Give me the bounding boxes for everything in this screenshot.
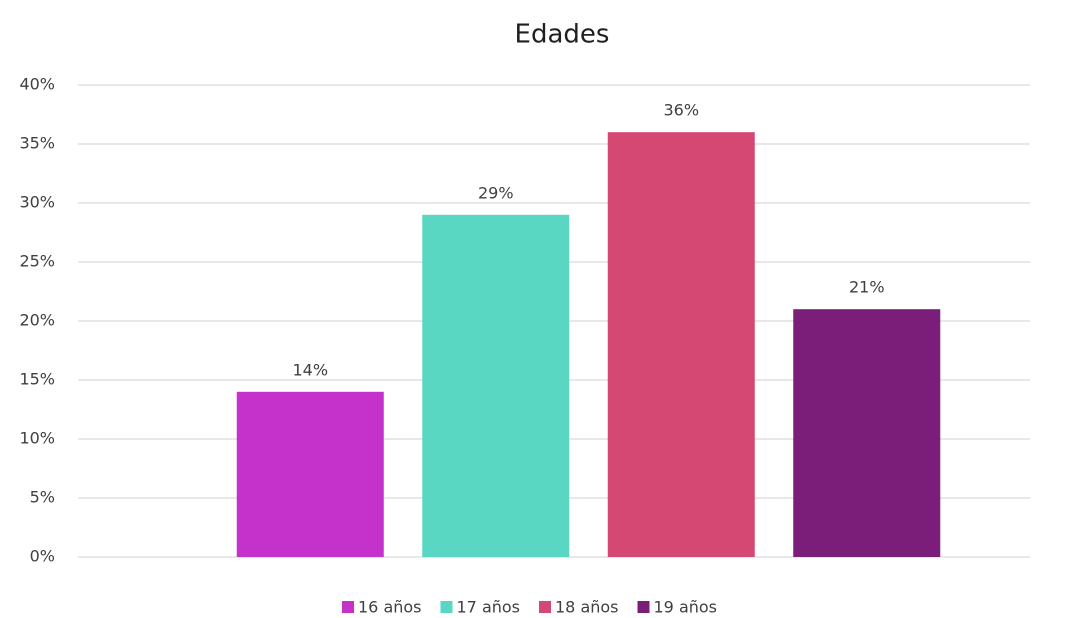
- y-tick-label: 5%: [30, 488, 55, 507]
- y-tick-label: 40%: [19, 75, 55, 94]
- y-tick-label: 30%: [19, 193, 55, 212]
- legend-swatch: [342, 601, 354, 613]
- bar: [607, 132, 755, 557]
- y-tick-label: 25%: [19, 252, 55, 271]
- legend-label: 17 años: [457, 598, 521, 617]
- y-tick-label: 0%: [30, 547, 55, 566]
- bar: [236, 391, 384, 557]
- bar: [422, 214, 570, 558]
- data-label: 36%: [663, 101, 699, 120]
- legend-label: 18 años: [555, 598, 619, 617]
- legend-swatch: [440, 601, 453, 613]
- y-tick-label: 35%: [19, 134, 55, 153]
- legend-swatch: [539, 601, 551, 613]
- bar: [793, 309, 941, 557]
- legend-label: 19 años: [654, 598, 718, 617]
- legend-label: 16 años: [358, 598, 422, 617]
- y-tick-label: 10%: [19, 429, 55, 448]
- data-label: 29%: [478, 183, 514, 202]
- data-label: 14%: [292, 360, 328, 379]
- legend-swatch: [637, 601, 650, 613]
- data-label: 21%: [849, 278, 885, 297]
- y-tick-label: 20%: [19, 311, 55, 330]
- chart-title: Edades: [515, 20, 610, 50]
- y-tick-label: 15%: [19, 370, 55, 389]
